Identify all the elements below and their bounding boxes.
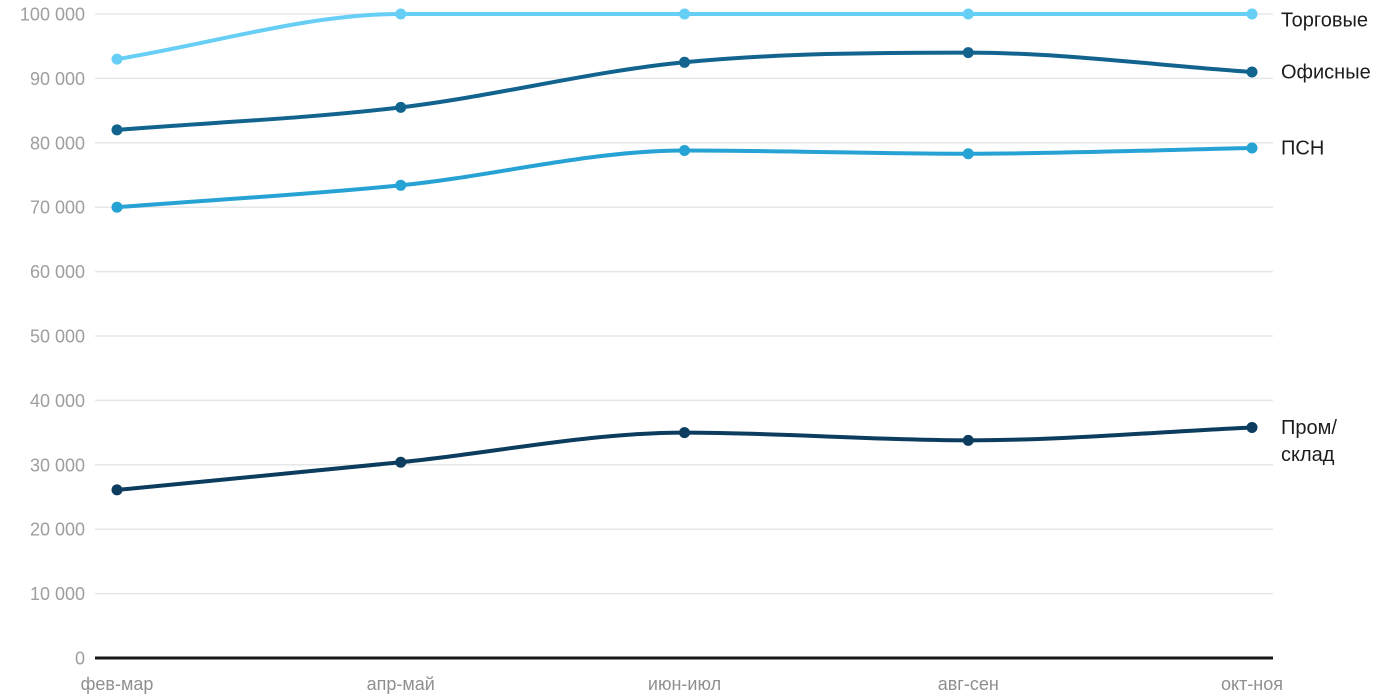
y-tick-label: 10 000 [30, 584, 85, 604]
y-tick-label: 70 000 [30, 198, 85, 218]
series-point [1246, 421, 1258, 433]
series-point [395, 456, 407, 468]
series-point [111, 53, 123, 65]
series-point [679, 145, 690, 157]
series-label: Пром/склад [1281, 417, 1337, 466]
x-tick-label: июн-июл [648, 674, 721, 694]
series-point [962, 434, 974, 446]
series-point [962, 47, 974, 59]
y-tick-label: 100 000 [20, 5, 85, 25]
x-tick-label: апр-май [367, 674, 435, 694]
y-tick-label: 20 000 [30, 520, 85, 540]
series-point [395, 179, 407, 191]
y-tick-label: 40 000 [30, 391, 85, 411]
series-line [115, 145, 1254, 210]
y-tick-label: 60 000 [30, 262, 85, 282]
series-point [111, 484, 123, 496]
series-point [962, 8, 974, 20]
x-tick-label: фев-мар [81, 674, 154, 694]
series-point [111, 201, 123, 213]
y-tick-label: 50 000 [30, 327, 85, 347]
y-tick-label: 90 000 [30, 69, 85, 89]
series-line [115, 11, 1254, 62]
series-point [1246, 8, 1258, 20]
series-label: Офисные [1281, 61, 1371, 83]
series-label: Торговые [1281, 10, 1368, 32]
y-tick-label: 80 000 [30, 133, 85, 153]
series-point [962, 148, 974, 160]
x-tick-label: авг-сен [938, 674, 999, 694]
series-point [679, 427, 690, 439]
x-tick-label: окт-ноя [1221, 674, 1283, 694]
series-point [111, 124, 123, 136]
y-tick-label: 30 000 [30, 455, 85, 475]
series-point [1246, 66, 1258, 78]
y-tick-label: 0 [75, 649, 85, 669]
series-label: ПСН [1281, 137, 1324, 159]
series-point [679, 56, 690, 68]
series-point [1246, 142, 1258, 154]
series-point [679, 8, 690, 20]
series-point [395, 8, 407, 20]
series-point [395, 101, 407, 113]
